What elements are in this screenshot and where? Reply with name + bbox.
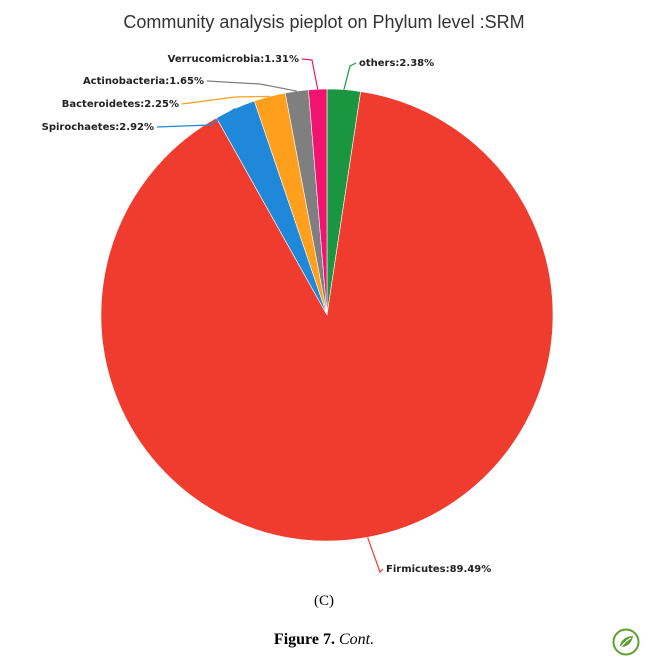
leader-line-firmicutes [367,537,384,574]
publisher-logo-icon [612,628,640,656]
figure-cont: Cont. [338,631,375,648]
slice-label-bacteroidetes: Bacteroidetes:2.25% [62,99,179,110]
leader-line-verrucomicrobia [301,58,319,90]
leader-lines [156,58,384,574]
leader-line-others [343,62,357,90]
pie-slices [100,88,554,542]
slice-labels: others:2.38% Firmicutes:89.49% Spirochaete… [42,54,492,575]
leader-line-spirochaetes [156,108,236,128]
leader-line-bacteroidetes [181,95,270,105]
panel-label: (C) [314,593,334,609]
slice-label-spirochaetes: Spirochaetes:2.92% [42,122,154,133]
leader-line-actinobacteria [206,80,297,92]
figure-caption: Figure 7. Cont. [0,631,648,649]
figure-number: Figure 7. [273,631,335,648]
slice-label-actinobacteria: Actinobacteria:1.65% [83,76,204,87]
slice-label-others: others:2.38% [359,58,434,69]
chart-title: Community analysis pieplot on Phylum lev… [123,12,524,32]
slice-label-firmicutes: Firmicutes:89.49% [386,564,491,575]
slice-label-verrucomicrobia: Verrucomicrobia:1.31% [168,54,299,65]
